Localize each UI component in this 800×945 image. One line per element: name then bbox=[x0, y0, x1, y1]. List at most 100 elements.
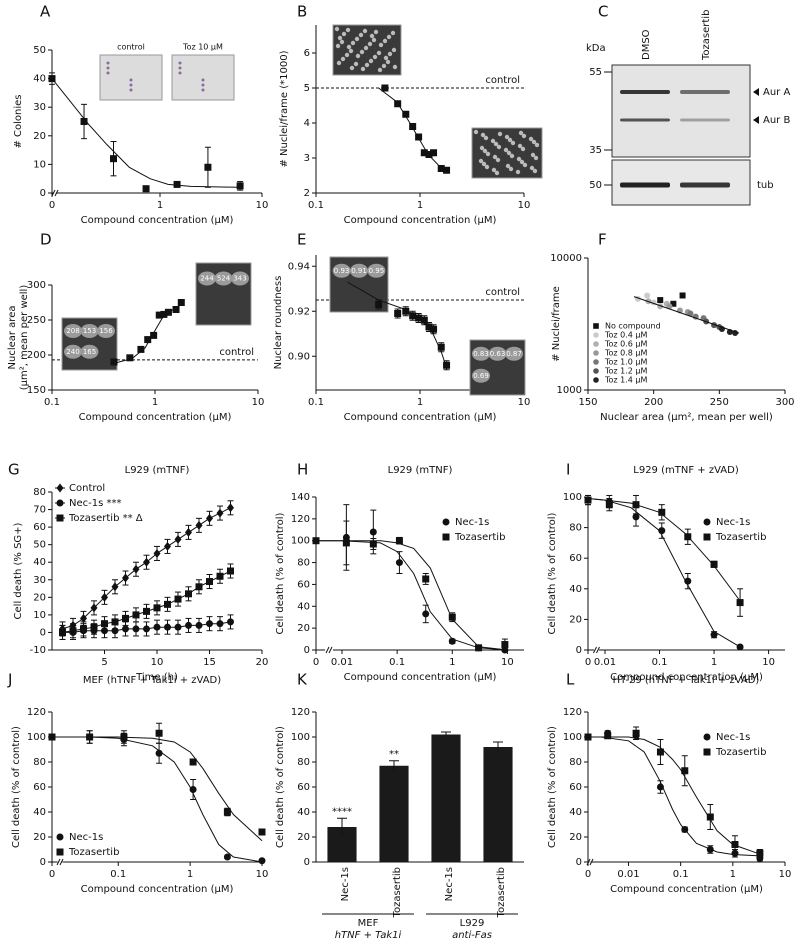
y-tick-label: 80 bbox=[297, 757, 310, 768]
marker bbox=[223, 853, 231, 861]
y-axis-label: Nuclear roundness bbox=[273, 276, 284, 370]
y-tick-label: 80 bbox=[569, 757, 582, 768]
nucleus bbox=[515, 169, 521, 175]
nucleus bbox=[355, 53, 361, 59]
marker bbox=[185, 590, 192, 598]
nucleus bbox=[383, 55, 389, 61]
y-axis-label: Cell death (% of control) bbox=[11, 726, 22, 848]
nucleus bbox=[530, 152, 536, 158]
legend-label: Toz 1.2 µM bbox=[604, 367, 648, 376]
marker bbox=[420, 316, 428, 324]
y-tick-label: 1000 bbox=[557, 385, 582, 396]
y-tick-label: 60 bbox=[569, 782, 582, 793]
marker bbox=[402, 110, 410, 118]
nucleus bbox=[64, 344, 82, 359]
legend-label: Nec-1s bbox=[716, 732, 750, 743]
panel-label: K bbox=[297, 671, 308, 689]
y-tick-label: 80 bbox=[297, 558, 310, 569]
marker bbox=[422, 575, 430, 583]
marker bbox=[644, 292, 651, 299]
y-axis-label: Cell death (% of control) bbox=[275, 512, 286, 634]
marker bbox=[160, 310, 168, 318]
marker bbox=[584, 496, 592, 504]
legend-marker bbox=[56, 514, 64, 522]
x-tick-label: 1 bbox=[711, 657, 717, 668]
marker bbox=[342, 539, 350, 547]
marker bbox=[258, 857, 266, 865]
marker bbox=[177, 299, 185, 306]
lane-label: DMSO bbox=[641, 29, 652, 60]
colony bbox=[178, 61, 182, 65]
marker bbox=[132, 611, 140, 619]
marker bbox=[395, 559, 403, 567]
x-tick-label: 1 bbox=[730, 869, 736, 880]
legend-marker bbox=[56, 833, 64, 841]
reference-label: control bbox=[485, 75, 520, 86]
y-tick-label: 250 bbox=[27, 315, 46, 326]
inset-caption: Toz 10 µM bbox=[182, 43, 223, 52]
legend-label: Tozasertib ** Δ bbox=[68, 513, 143, 524]
y-axis-label: Cell death (% of control) bbox=[275, 726, 286, 848]
x-tick-label: 0 bbox=[49, 200, 55, 211]
y-tick-label: 0 bbox=[40, 188, 46, 199]
y-tick-label: 20 bbox=[33, 131, 46, 142]
nucleus bbox=[387, 51, 393, 57]
marker bbox=[185, 527, 192, 537]
nucleus bbox=[497, 131, 503, 137]
bar bbox=[379, 765, 409, 862]
nucleus bbox=[353, 61, 359, 67]
band-label: Aur A bbox=[763, 87, 790, 98]
marker bbox=[174, 623, 182, 631]
marker bbox=[632, 513, 640, 521]
marker bbox=[632, 729, 640, 737]
y-tick-label: 0 bbox=[304, 857, 310, 868]
inset-label: 153 bbox=[83, 327, 96, 335]
marker bbox=[132, 564, 140, 574]
marker bbox=[172, 306, 180, 313]
marker bbox=[216, 620, 224, 628]
marker bbox=[394, 310, 402, 317]
marker bbox=[90, 623, 98, 631]
legend-marker bbox=[593, 323, 599, 329]
marker bbox=[395, 537, 403, 545]
nucleus bbox=[532, 168, 538, 174]
y-tick-label: 40 bbox=[297, 601, 310, 612]
x-tick-label: 0.1 bbox=[110, 869, 126, 880]
x-tick-label: 0.1 bbox=[389, 657, 405, 668]
marker bbox=[143, 625, 150, 633]
nucleus bbox=[339, 39, 345, 45]
nucleus bbox=[349, 65, 355, 71]
y-tick-label: 0.92 bbox=[288, 306, 310, 317]
nucleus bbox=[516, 156, 522, 162]
nucleus bbox=[520, 146, 526, 152]
marker bbox=[223, 808, 231, 816]
nucleus bbox=[64, 324, 82, 338]
legend-marker bbox=[593, 332, 599, 338]
nucleus bbox=[495, 157, 501, 163]
nucleus bbox=[472, 368, 490, 383]
marker bbox=[227, 503, 234, 513]
nucleus bbox=[97, 324, 115, 338]
x-axis-label: Nuclear area (µm², mean per well) bbox=[600, 412, 773, 423]
x-axis-label: Compound concentration (µM) bbox=[344, 412, 497, 423]
colony bbox=[201, 88, 205, 92]
marker bbox=[216, 572, 224, 580]
colony bbox=[201, 78, 205, 82]
blot-band bbox=[680, 118, 730, 122]
chart-title: L929 (mTNF) bbox=[388, 465, 453, 476]
y-tick-label: 0 bbox=[576, 857, 582, 868]
x-tick-label: 0.1 bbox=[652, 657, 668, 668]
marker bbox=[132, 625, 140, 633]
nucleus bbox=[372, 54, 378, 60]
significance: ** bbox=[389, 749, 399, 760]
y-tick-label: 40 bbox=[33, 557, 46, 568]
nucleus bbox=[519, 159, 525, 165]
y-tick-label: 80 bbox=[569, 523, 582, 534]
marker bbox=[164, 623, 171, 631]
legend-label: Nec-1s *** bbox=[69, 498, 122, 509]
marker bbox=[155, 729, 163, 737]
x-axis-label: Compound concentration (µM) bbox=[344, 215, 497, 226]
marker bbox=[143, 607, 150, 615]
x-tick-label: 10 bbox=[762, 657, 775, 668]
nucleus bbox=[508, 166, 514, 172]
